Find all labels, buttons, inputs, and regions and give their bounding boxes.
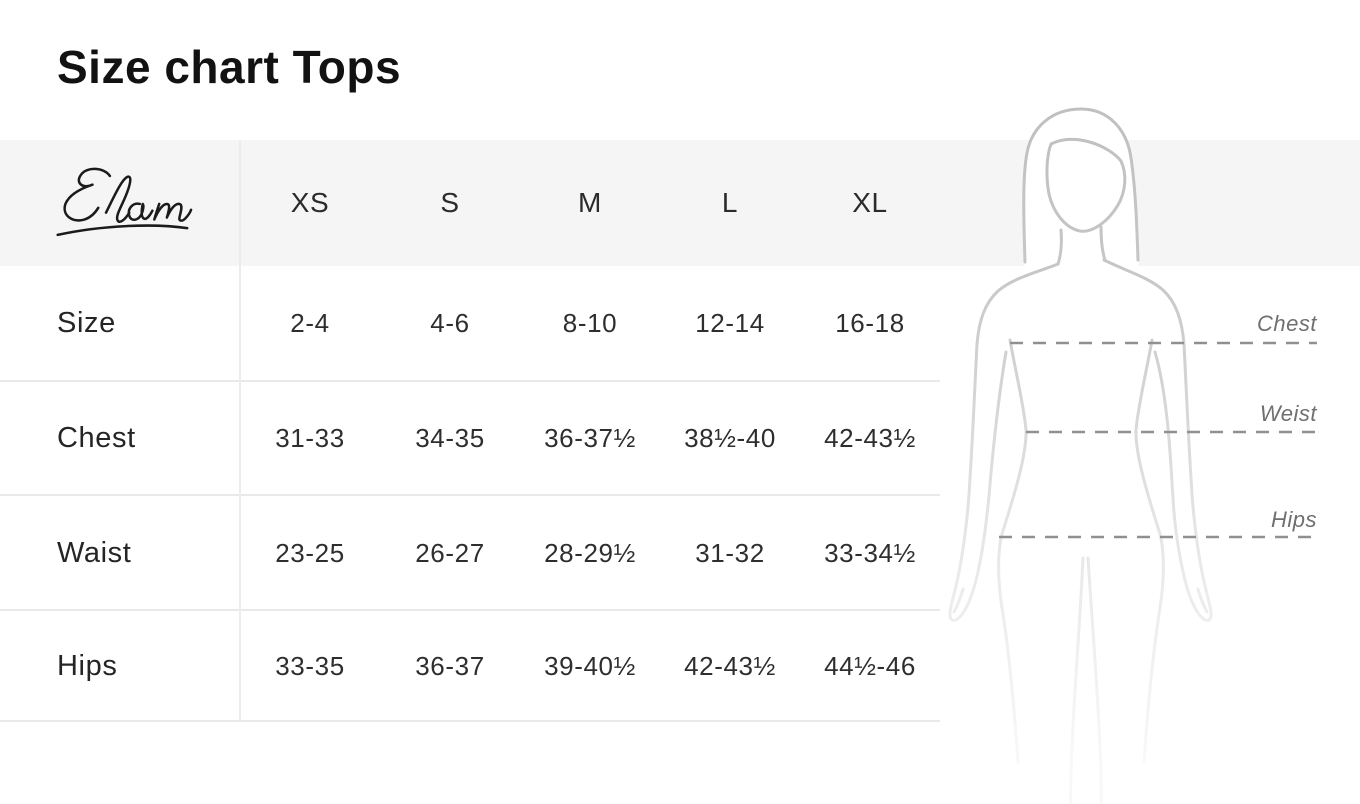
figure-hair-outline bbox=[1022, 107, 1140, 264]
size-column-header-l: L bbox=[721, 187, 739, 218]
size-value-m: 8-10 bbox=[562, 308, 618, 338]
figure-right-arm bbox=[1102, 258, 1213, 622]
figure-left-torso bbox=[997, 338, 1028, 764]
hips-measure-label: Hips bbox=[1270, 507, 1317, 532]
row-label-chest: Chest bbox=[57, 422, 136, 454]
brand-logo: Elan bbox=[55, 167, 192, 237]
row-separator bbox=[0, 609, 940, 611]
size-column-header-xs: XS bbox=[290, 187, 330, 218]
waist-value-l: 31-32 bbox=[695, 538, 765, 568]
size-column-header-xl: XL bbox=[852, 187, 888, 218]
chest-measure-label: Chest bbox=[1257, 311, 1317, 336]
figure-right-torso bbox=[1134, 338, 1165, 764]
figure-left-thumb bbox=[952, 587, 965, 614]
chest-value-xs: 31-33 bbox=[275, 423, 345, 453]
row-separator bbox=[0, 494, 940, 496]
page-title: Size chart Tops bbox=[57, 41, 402, 93]
waist-value-s: 26-27 bbox=[415, 538, 485, 568]
figure-neck-left bbox=[1056, 228, 1063, 266]
body-figure-illustration bbox=[948, 107, 1317, 804]
chest-value-s: 34-35 bbox=[415, 423, 485, 453]
figure-face bbox=[1045, 137, 1127, 233]
figure-left-arm bbox=[948, 262, 1060, 622]
waist-value-m: 28-29½ bbox=[544, 538, 636, 568]
row-label-waist: Waist bbox=[57, 537, 132, 569]
hips-value-xs: 33-35 bbox=[275, 650, 345, 681]
figure-neck-right bbox=[1099, 225, 1107, 262]
figure-right-leg bbox=[1086, 556, 1103, 804]
size-value-s: 4-6 bbox=[430, 308, 470, 338]
hips-value-xl: 44½-46 bbox=[824, 650, 916, 681]
column-divider bbox=[239, 140, 241, 721]
waist-value-xs: 23-25 bbox=[275, 538, 345, 568]
chest-value-m: 36-37½ bbox=[544, 423, 636, 453]
row-separator bbox=[0, 380, 940, 382]
size-value-xs: 2-4 bbox=[290, 308, 330, 338]
figure-right-thumb bbox=[1196, 587, 1209, 614]
table-bottom-line bbox=[0, 720, 940, 722]
hips-value-l: 42-43½ bbox=[684, 650, 776, 681]
waist-measure-label: Weist bbox=[1259, 401, 1317, 426]
hips-value-m: 39-40½ bbox=[544, 650, 636, 681]
size-value-xl: 16-18 bbox=[835, 308, 905, 338]
chest-value-l: 38½-40 bbox=[684, 423, 776, 453]
size-value-l: 12-14 bbox=[695, 308, 765, 338]
size-column-header-m: M bbox=[578, 187, 602, 218]
size-chart-table: Elan XS S M L XL Size 2-4 4-6 8-10 12-14… bbox=[0, 140, 940, 721]
row-label-size: Size bbox=[57, 307, 116, 339]
size-column-header-s: S bbox=[440, 187, 460, 218]
waist-value-xl: 33-34½ bbox=[824, 538, 916, 568]
figure-left-leg bbox=[1069, 556, 1085, 804]
row-label-hips: Hips bbox=[57, 649, 118, 682]
brand-logo-cell: Elan bbox=[0, 140, 240, 266]
hips-value-s: 36-37 bbox=[415, 650, 485, 681]
chest-value-xl: 42-43½ bbox=[824, 423, 916, 453]
